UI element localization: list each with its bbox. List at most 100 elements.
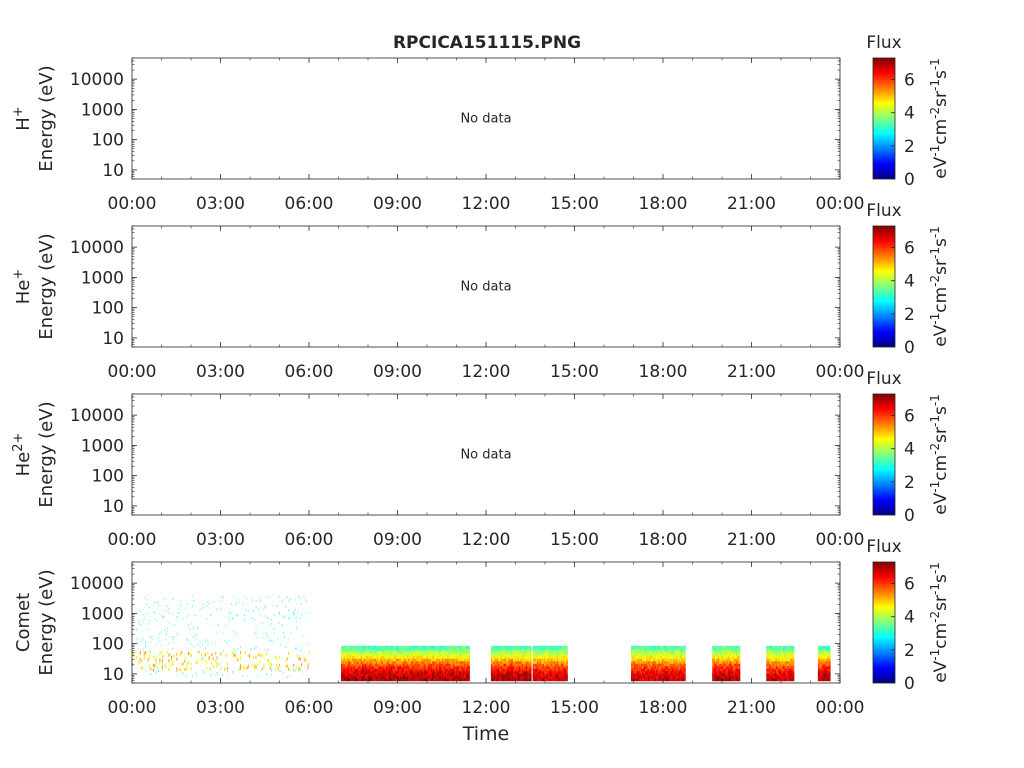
flux-cell (532, 655, 535, 659)
flux-cell (556, 663, 558, 667)
flux-cell (510, 675, 512, 679)
flux-cell (640, 663, 643, 667)
flux-cell (539, 658, 542, 662)
flux-cell (518, 663, 521, 667)
flux-cell (631, 653, 633, 657)
flux-cell (646, 678, 648, 682)
flux-cell (381, 660, 384, 664)
flux-cell (221, 674, 223, 676)
flux-cell (492, 650, 494, 654)
flux-cell (409, 655, 412, 659)
flux-cell (378, 658, 381, 662)
flux-cell (341, 660, 343, 664)
flux-cell (535, 655, 537, 659)
flux-cell (461, 673, 463, 677)
flux-cell (399, 663, 402, 667)
flux-cell (632, 648, 634, 652)
flux-cell (177, 611, 179, 614)
flux-cell (645, 663, 647, 667)
flux-cell (364, 665, 367, 669)
flux-cell (553, 675, 556, 679)
flux-cell (632, 650, 634, 654)
flux-cell (220, 652, 222, 656)
flux-cell (426, 655, 428, 659)
flux-cell (784, 668, 786, 672)
flux-cell (406, 665, 409, 669)
flux-cell (190, 667, 192, 671)
heatmap-segment (631, 645, 686, 682)
flux-cell (353, 675, 356, 679)
flux-cell (306, 600, 308, 602)
flux-cell (773, 673, 775, 677)
flux-cell (784, 655, 786, 659)
flux-cell (538, 648, 540, 652)
flux-cell (451, 645, 454, 649)
flux-cell (631, 663, 633, 667)
flux-cell (256, 637, 258, 639)
flux-cell (829, 673, 831, 677)
flux-cell (727, 648, 730, 652)
flux-cell (670, 660, 672, 664)
flux-cell (359, 650, 361, 654)
flux-cell (409, 678, 412, 682)
flux-cell (423, 655, 426, 659)
flux-cell (668, 655, 671, 659)
flux-cell (242, 665, 244, 669)
flux-cell (359, 663, 361, 667)
flux-cell (656, 665, 658, 669)
flux-cell (674, 670, 676, 674)
flux-cell (538, 655, 540, 659)
flux-cell (717, 665, 720, 669)
flux-cell (635, 670, 637, 674)
flux-cell (503, 668, 505, 672)
flux-cell (730, 668, 732, 672)
flux-cell (636, 653, 639, 657)
flux-cell (450, 678, 452, 682)
flux-cell (490, 648, 493, 652)
flux-cell (263, 637, 265, 639)
flux-cell (731, 673, 734, 677)
flux-cell (523, 678, 525, 682)
flux-cell (345, 668, 347, 672)
flux-cell (167, 630, 169, 633)
flux-cell (736, 668, 738, 672)
flux-cell (528, 668, 531, 672)
flux-cell (663, 650, 665, 654)
flux-cell (649, 678, 651, 682)
flux-cell (377, 655, 379, 659)
flux-cell (541, 645, 543, 649)
flux-cell (369, 645, 371, 649)
flux-cell (423, 645, 426, 649)
flux-cell (733, 665, 735, 669)
flux-cell (373, 673, 375, 677)
flux-cell (509, 645, 511, 649)
flux-cell (562, 670, 564, 674)
flux-cell (385, 648, 388, 652)
flux-cell (642, 673, 644, 677)
flux-cell (411, 673, 413, 677)
flux-cell (418, 655, 420, 659)
flux-cell (553, 650, 556, 654)
flux-cell (673, 668, 675, 672)
flux-cell (780, 665, 782, 669)
flux-cell (673, 660, 675, 664)
flux-cell (792, 670, 795, 674)
flux-cell (506, 653, 508, 657)
flux-cell (646, 653, 648, 657)
flux-cell (682, 670, 685, 674)
flux-cell (411, 655, 413, 659)
flux-cell (444, 650, 447, 654)
flux-cell (387, 673, 389, 677)
flux-cell (208, 603, 210, 605)
flux-cell (527, 650, 529, 654)
flux-cell (416, 650, 419, 654)
flux-cell (720, 668, 723, 672)
flux-cell (367, 668, 370, 672)
flux-cell (776, 663, 778, 667)
flux-cell (490, 663, 493, 667)
flux-cell (777, 678, 779, 682)
flux-cell (556, 668, 558, 672)
flux-cell (422, 670, 424, 674)
flux-cell (543, 678, 546, 682)
flux-cell (461, 678, 463, 682)
